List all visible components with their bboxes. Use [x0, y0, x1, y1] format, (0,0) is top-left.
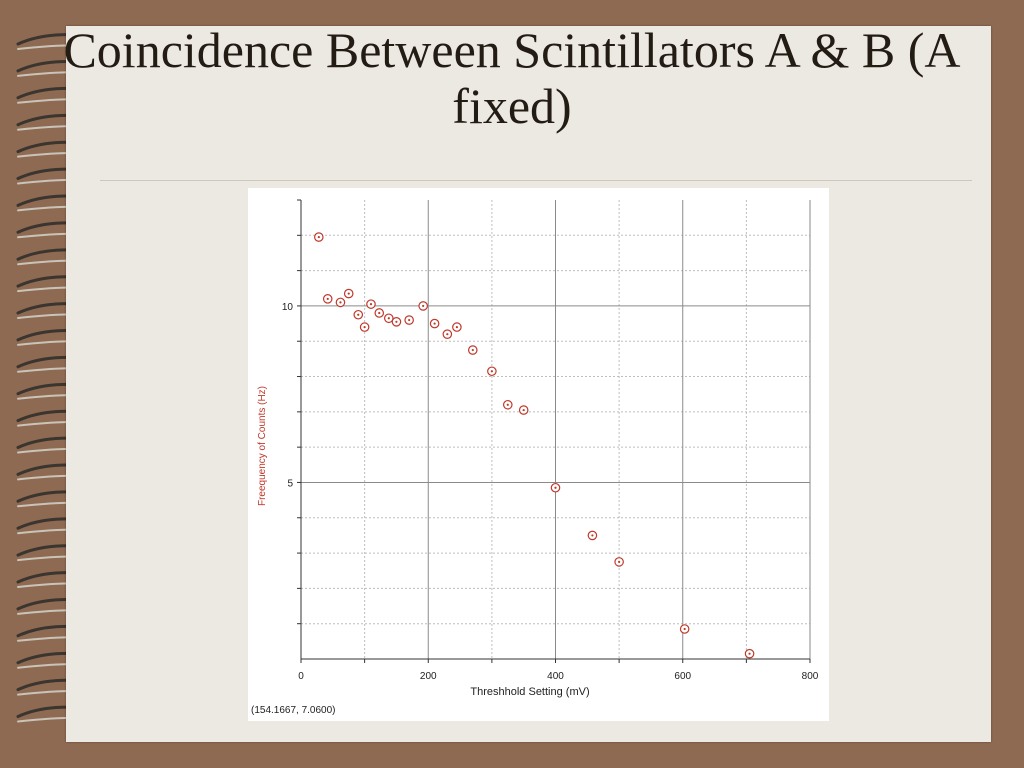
- data-point: [429, 318, 440, 329]
- data-point: [518, 405, 529, 415]
- chart-panel: 0 200 400 600 800 5 10 Threshhold Setting (mV)…: [248, 188, 829, 721]
- axes: [297, 199, 811, 663]
- data-point: [359, 322, 370, 332]
- x-tick-label: 800: [802, 671, 819, 682]
- data-point: [467, 345, 478, 355]
- data-point: [384, 313, 394, 324]
- data-point: [343, 288, 354, 299]
- x-axis-label: Threshhold Setting (mV): [470, 686, 589, 698]
- title-divider: [100, 180, 972, 181]
- x-tick-label: 600: [674, 671, 691, 682]
- data-point: [442, 329, 453, 339]
- scatter-chart: 0 200 400 600 800 5 10 Threshhold Setting (mV)…: [257, 199, 819, 698]
- data-point: [404, 315, 414, 325]
- data-point: [502, 399, 513, 410]
- data-point: [452, 322, 462, 332]
- slide-title: Coincidence Between Scintillators A & B …: [63, 22, 961, 134]
- data-point: [744, 648, 755, 659]
- data-point: [322, 294, 333, 304]
- data-point: [374, 308, 385, 318]
- data-point: [418, 301, 428, 311]
- data-point: [353, 309, 364, 320]
- x-tick-label: 0: [298, 671, 304, 682]
- data-points: [314, 232, 755, 659]
- x-tick-label: 400: [547, 671, 564, 682]
- data-point: [391, 317, 402, 327]
- y-tick-label: 10: [282, 302, 294, 313]
- x-tick-label: 200: [420, 671, 437, 682]
- data-point: [335, 297, 346, 308]
- tick-labels: 0 200 400 600 800 5 10: [282, 302, 819, 682]
- y-tick-label: 5: [287, 478, 293, 489]
- data-point: [679, 624, 690, 634]
- data-point: [614, 557, 624, 567]
- data-point: [314, 232, 324, 242]
- y-axis-label: Freequency of Counts (Hz): [257, 386, 268, 506]
- grid-lines: [301, 200, 811, 659]
- data-point: [366, 299, 376, 309]
- cursor-coordinate-readout: (154.1667, 7.0600): [251, 705, 336, 716]
- data-point: [587, 530, 598, 541]
- data-point: [550, 482, 561, 493]
- data-point: [487, 366, 497, 377]
